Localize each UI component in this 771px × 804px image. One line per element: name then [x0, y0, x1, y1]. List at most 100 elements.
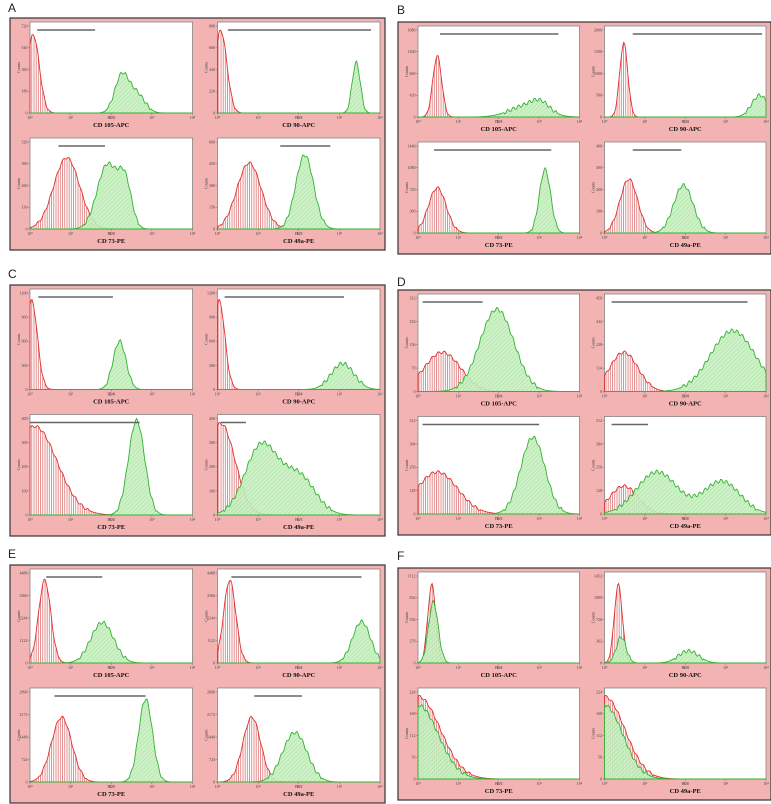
histogram-cd-105-apc: 0 300 600 900 1200 Counts 10⁰ 10¹ 10² 10³ 10⁴ FL 4 C… — [16, 288, 196, 406]
histogram-cd-49a-pe: 0 100 200 300 400 Counts 10⁰ 10¹ 10² 10³ 10⁴ FL 2 CD… — [591, 141, 769, 249]
marker-label: CD 73-PE — [485, 788, 513, 795]
x-tick-label: 10⁰ — [27, 665, 33, 670]
marker-histogram — [604, 93, 767, 118]
x-tick-label: 10⁰ — [415, 516, 421, 521]
x-tick-label: 10⁰ — [602, 235, 608, 240]
x-tick-label: 10⁴ — [763, 235, 769, 240]
marker-histogram — [417, 703, 580, 780]
y-tick-label: 0 — [26, 110, 28, 115]
y-tick-label: 360 — [410, 209, 416, 214]
x-tick-label: 10² — [683, 394, 689, 399]
y-tick-label: 390 — [22, 161, 28, 166]
marker-label: CD 90-APC — [669, 126, 702, 133]
y-tick-label: 78 — [412, 366, 416, 371]
x-tick-label: 10¹ — [256, 517, 262, 522]
y-tick-label: 420 — [410, 93, 416, 98]
x-tick-label: 10⁴ — [577, 516, 583, 521]
x-tick-label: 10² — [296, 392, 302, 397]
y-tick-label: 880 — [209, 23, 215, 28]
x-tick-label: 10⁰ — [415, 394, 421, 399]
y-tick-label: 1089 — [594, 595, 602, 600]
marker-label: CD 105-APC — [93, 672, 130, 679]
x-tick-label: 10⁰ — [215, 115, 221, 120]
y-tick-label: 840 — [410, 71, 416, 76]
panel-label: F — [397, 549, 404, 563]
x-tick-label: 10⁴ — [377, 665, 383, 670]
x-tick-label: 10¹ — [68, 784, 74, 789]
marker-label: CD 105-APC — [481, 126, 518, 133]
y-tick-label: 440 — [209, 67, 215, 72]
y-tick-label: 2244 — [20, 615, 28, 620]
x-tick-label: 10⁰ — [415, 119, 421, 124]
marker-label: CD 49a-PE — [283, 791, 314, 798]
x-tick-label: 10³ — [337, 784, 343, 789]
y-tick-label: 0 — [600, 660, 602, 665]
histogram-cd-90-apc: 0 220 440 660 880 Counts 10⁰ 10¹ 10² 10³ 10⁴ FL 4 CD… — [204, 21, 383, 129]
marker-label: CD 90-APC — [282, 399, 315, 406]
x-tick-label: 10⁰ — [602, 665, 608, 670]
x-tick-label: 10² — [109, 115, 115, 120]
y-tick-label: 724 — [209, 757, 215, 762]
y-axis-label: Counts — [591, 611, 596, 623]
x-tick-label: 10³ — [537, 119, 543, 124]
y-tick-label: 520 — [22, 139, 28, 144]
x-axis-label: FL 4 — [295, 392, 303, 397]
x-axis-label: FL 4 — [107, 392, 115, 397]
histogram-cd-90-apc: 0 1122 2244 3366 4488 Counts 10⁰ 10¹ 10² 10³ 10⁴ FL… — [204, 568, 383, 679]
marker-histogram — [217, 730, 380, 783]
marker-histogram — [418, 97, 580, 118]
plot-area — [417, 571, 580, 664]
x-tick-label: 10⁴ — [190, 231, 196, 236]
x-tick-label: 10⁴ — [577, 665, 583, 670]
y-tick-label: 1122 — [207, 638, 215, 643]
y-tick-label: 0 — [213, 387, 215, 392]
x-tick-label: 10⁴ — [577, 394, 583, 399]
y-tick-label: 1000 — [594, 71, 602, 76]
x-axis-label: FL 2 — [107, 517, 115, 522]
x-tick-label: 10⁰ — [602, 516, 608, 521]
y-axis-label: Counts — [204, 610, 209, 622]
y-tick-label: 0 — [26, 512, 28, 517]
x-tick-label: 10¹ — [642, 781, 648, 786]
y-tick-label: 0 — [414, 114, 416, 119]
marker-label: CD 90-APC — [282, 122, 315, 129]
y-tick-label: 1448 — [207, 734, 215, 739]
y-tick-label: 660 — [209, 45, 215, 50]
x-tick-label: 10³ — [723, 119, 729, 124]
x-axis-label: FL 4 — [107, 665, 115, 670]
y-tick-label: 450 — [209, 161, 215, 166]
y-tick-label: 300 — [209, 440, 215, 445]
marker-histogram — [217, 440, 380, 516]
x-tick-label: 10¹ — [68, 231, 74, 236]
x-tick-label: 10⁴ — [377, 784, 383, 789]
x-tick-label: 10² — [109, 517, 115, 522]
y-tick-label: 600 — [209, 139, 215, 144]
y-tick-label: 300 — [22, 363, 28, 368]
x-tick-label: 10² — [683, 665, 689, 670]
y-tick-label: 224 — [410, 689, 416, 694]
x-tick-label: 10³ — [337, 231, 343, 236]
y-tick-label: 100 — [596, 209, 602, 214]
x-axis-label: FL 2 — [495, 516, 503, 521]
y-tick-label: 128 — [410, 488, 416, 493]
y-axis-label: Counts — [591, 65, 596, 77]
histogram-cd-90-apc: 0 114 228 342 456 Counts 10⁰ 10¹ 10² 10³ 10⁴ FL 4 CD… — [591, 293, 769, 408]
y-tick-label: 200 — [22, 464, 28, 469]
x-tick-label: 10¹ — [642, 119, 648, 124]
marker-label: CD 105-APC — [481, 401, 518, 408]
y-tick-label: 3366 — [20, 593, 28, 598]
x-tick-label: 10⁴ — [377, 392, 383, 397]
y-tick-label: 1260 — [408, 49, 416, 54]
y-tick-label: 2000 — [594, 27, 602, 32]
x-tick-label: 10² — [496, 781, 502, 786]
x-tick-label: 10⁰ — [27, 784, 33, 789]
y-tick-label: 200 — [209, 464, 215, 469]
y-tick-label: 363 — [596, 639, 602, 644]
x-axis-label: FL 4 — [495, 394, 503, 399]
y-tick-label: 1200 — [207, 290, 215, 295]
x-tick-label: 10⁴ — [190, 784, 196, 789]
x-tick-label: 10³ — [723, 394, 729, 399]
marker-label: CD 49a-PE — [283, 524, 314, 531]
marker-histogram — [418, 166, 580, 234]
panel-label: E — [8, 547, 16, 561]
